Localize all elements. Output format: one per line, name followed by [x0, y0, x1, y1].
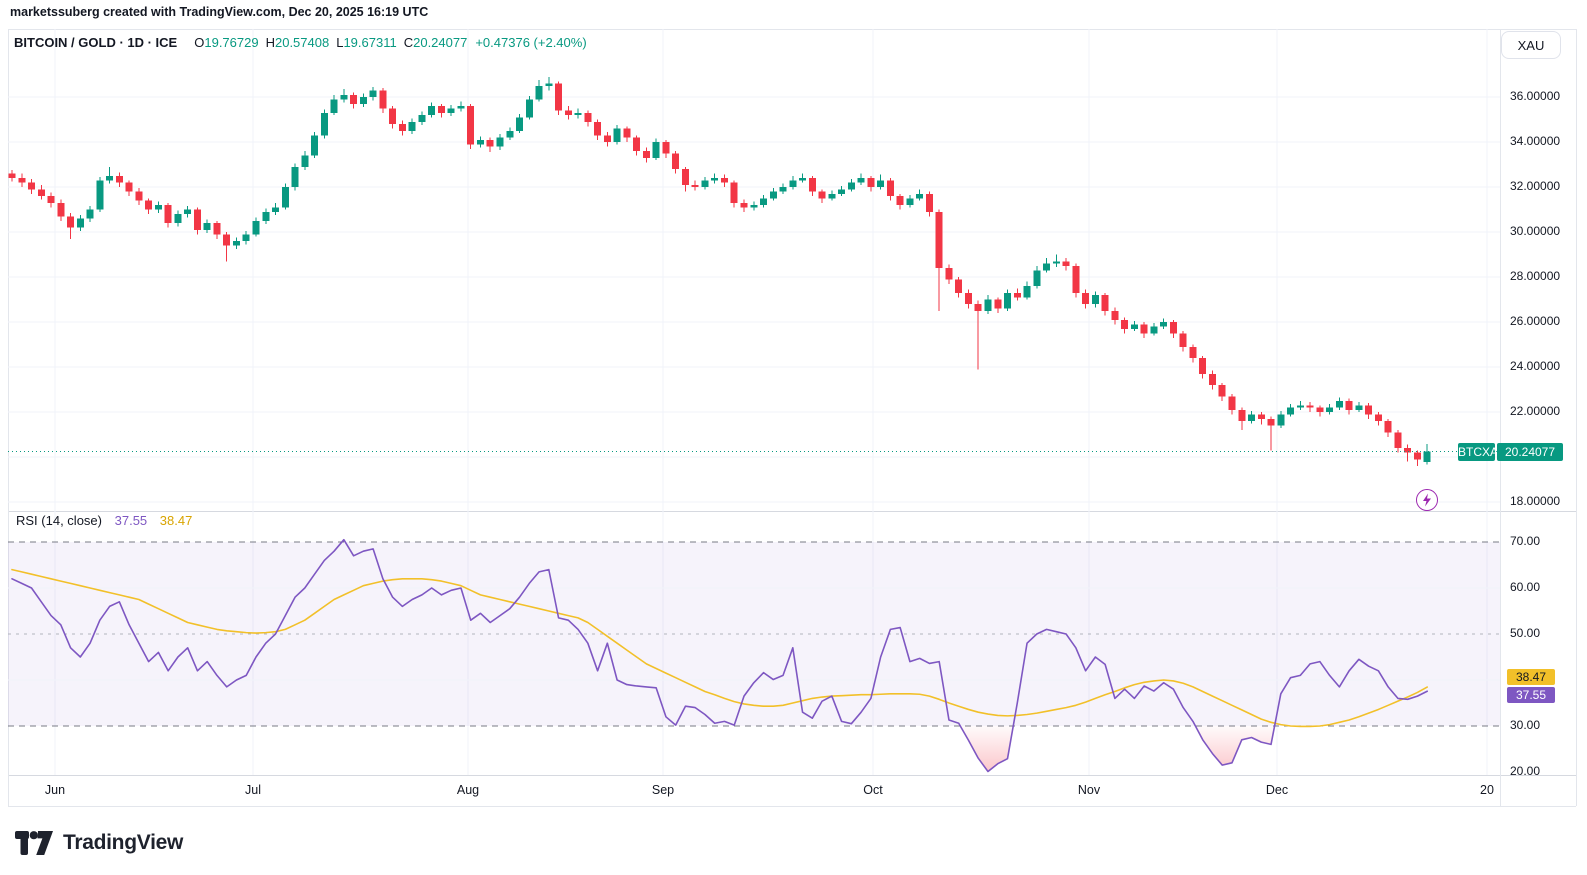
rsi-value: 37.55	[114, 513, 148, 528]
ohlc-value: 19.67311	[343, 35, 397, 50]
symbol-legend[interactable]: BITCOIN / GOLD · 1D · ICE O19.76729 H20.57…	[14, 35, 587, 50]
currency-unit-button[interactable]: XAU	[1501, 31, 1561, 59]
change-value: +0.47376 (+2.40%)	[475, 35, 587, 50]
time-axis-label: Jul	[245, 783, 261, 797]
tradingview-logo-icon	[15, 831, 53, 855]
price-axis-label: 28.00000	[1510, 269, 1561, 283]
time-axis-label: 20	[1480, 783, 1494, 797]
price-axis-label: 36.00000	[1510, 89, 1561, 103]
time-axis-label: Jun	[44, 783, 66, 797]
last-price-badge: 20.24077	[1497, 443, 1563, 461]
price-gridlines	[8, 96, 1500, 503]
last-price-symbol-badge: BTCXAU	[1458, 443, 1507, 461]
frame-top	[8, 29, 1576, 30]
time-axis-label: Nov	[1077, 783, 1101, 797]
price-axis-label: 22.00000	[1510, 404, 1561, 418]
rsi-value-badge: 38.47	[1507, 669, 1555, 685]
rsi-oversold-fill	[960, 726, 1014, 772]
ohlc-value: 20.57408	[274, 35, 330, 50]
frame-left	[8, 29, 9, 806]
symbol-title: BITCOIN / GOLD · 1D · ICE	[14, 35, 178, 50]
price-axis-label: 30.00000	[1510, 224, 1561, 238]
tradingview-logo-text: TradingView	[63, 831, 184, 854]
time-axis-label: Aug	[456, 783, 480, 797]
time-axis-label: Dec	[1265, 783, 1289, 797]
tradingview-logo[interactable]: TradingView	[14, 829, 183, 857]
ohlc-value: 20.24077	[413, 35, 468, 50]
rsi-indicator-params: (14, close)	[41, 513, 102, 528]
rsi-indicator-name: RSI	[16, 513, 38, 528]
rsi-axis-label: 20.00	[1510, 764, 1541, 778]
lightning-icon	[1423, 493, 1431, 507]
rsi-ma-value: 38.47	[159, 513, 193, 528]
ohlc-value: 19.76729	[204, 35, 259, 50]
frame-bottom	[8, 806, 1576, 807]
ohlc-values: O19.76729 H20.57408 L19.67311 C20.24077	[187, 35, 467, 50]
lightning-button[interactable]	[1416, 489, 1438, 511]
price-axis-divider	[1500, 29, 1501, 806]
time-axis-divider	[8, 775, 1576, 776]
ohlc-label: L	[336, 35, 344, 50]
time-axis-label: Sep	[651, 783, 675, 797]
rsi-axis-label: 30.00	[1510, 718, 1541, 732]
price-axis-label: 24.00000	[1510, 359, 1561, 373]
rsi-value-badge: 37.55	[1507, 687, 1555, 703]
price-axis-label: 32.00000	[1510, 179, 1561, 193]
price-axis-label: 34.00000	[1510, 134, 1561, 148]
rsi-axis-label: 50.00	[1510, 626, 1541, 640]
rsi-oversold-fill	[1195, 726, 1275, 766]
time-axis-label: Oct	[863, 783, 883, 797]
vertical-gridlines	[54, 29, 1488, 775]
rsi-axis-label: 70.00	[1510, 534, 1541, 548]
ohlc-label: O	[194, 35, 205, 50]
ohlc-label: H	[265, 35, 275, 50]
rsi-legend[interactable]: RSI (14, close) 37.55 38.47	[16, 513, 192, 528]
ohlc-label: C	[403, 35, 414, 50]
attribution-text: marketssuberg created with TradingView.c…	[10, 5, 429, 19]
pane-divider[interactable]	[8, 511, 1576, 512]
frame-right	[1576, 29, 1577, 806]
price-axis-label: 26.00000	[1510, 314, 1561, 328]
candles	[8, 76, 1431, 466]
rsi-axis-label: 60.00	[1510, 580, 1541, 594]
price-axis-label: 18.00000	[1510, 494, 1561, 508]
